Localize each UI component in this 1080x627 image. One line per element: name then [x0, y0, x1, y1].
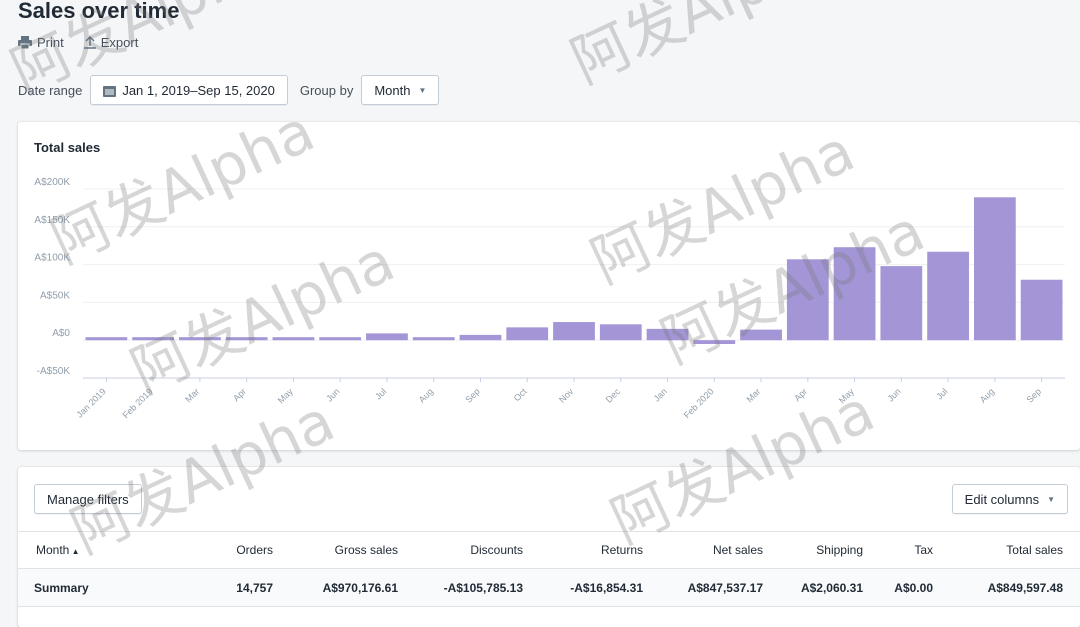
page-title: Sales over time: [18, 0, 180, 23]
x-tick-label: Nov: [557, 386, 576, 405]
sort-ascending-icon: ▲: [69, 547, 80, 556]
edit-columns-button[interactable]: Edit columns ▼: [951, 484, 1068, 514]
column-header-total-sales[interactable]: Total sales: [1006, 543, 1063, 557]
summary-row: Summary 14,757 A$970,176.61 -A$105,785.13 -A…: [18, 569, 1080, 607]
y-tick-label: A$100K: [34, 253, 70, 264]
bar: [833, 247, 876, 341]
date-range-picker[interactable]: Jan 1, 2019–Sep 15, 2020: [90, 75, 288, 105]
bar: [1020, 279, 1063, 341]
watermark: 阿发Alpha: [560, 0, 845, 97]
bar: [740, 329, 782, 341]
table-card: Manage filters Edit columns ▼ Month ▲ Orde…: [18, 467, 1080, 627]
export-button[interactable]: Export: [83, 35, 138, 50]
x-tick-label: Sep: [463, 386, 481, 404]
x-tick-label: Feb 2019: [121, 386, 155, 420]
bar: [599, 324, 642, 341]
x-tick-label: Oct: [512, 386, 529, 403]
x-tick-label: Jul: [934, 386, 949, 401]
sales-bar-chart: A$200K A$150K A$100K A$50K A$0 -A$50K Jan 2019…: [34, 177, 1065, 420]
bar: [179, 337, 221, 341]
chart-title: Total sales: [34, 140, 101, 155]
column-header-net-sales[interactable]: Net sales: [712, 543, 763, 557]
x-tick-label: Jul: [373, 386, 388, 401]
column-header-shipping[interactable]: Shipping: [816, 543, 863, 557]
bar: [693, 340, 736, 344]
x-tick-label: Dec: [604, 386, 623, 405]
caret-down-icon: ▼: [1047, 494, 1055, 504]
x-tick-label: Apr: [231, 386, 248, 403]
y-tick-label: A$200K: [34, 177, 70, 188]
bar: [646, 328, 689, 341]
bar: [412, 337, 455, 341]
bar: [506, 327, 549, 341]
bar: [319, 337, 362, 341]
x-tick-label: Mar: [744, 386, 762, 404]
print-button[interactable]: Print: [18, 35, 64, 50]
bar: [85, 337, 128, 341]
x-tick-label: Jan: [652, 386, 669, 403]
x-tick-label: Aug: [417, 386, 435, 404]
x-tick-label: Jun: [324, 386, 341, 403]
bar: [366, 333, 408, 341]
summary-cell: A$970,176.61: [322, 580, 398, 595]
column-header-gross-sales[interactable]: Gross sales: [334, 543, 398, 557]
export-icon: [83, 36, 96, 49]
group-by-select[interactable]: Month ▼: [361, 75, 440, 105]
table-header-row: Month ▲ Orders Gross sales Discounts Returns…: [18, 531, 1080, 569]
x-tick-label: Aug: [978, 386, 996, 404]
column-header-returns[interactable]: Returns: [600, 543, 643, 557]
chart-card: Total sales A$200K A$150K A$100K A$50K A$0 -A…: [18, 122, 1080, 450]
summary-cell: A$847,537.17: [687, 580, 763, 595]
y-tick-label: -A$50K: [37, 366, 71, 377]
x-tick-label: Apr: [792, 386, 809, 403]
summary-cell: 14,757: [236, 580, 273, 595]
x-tick-label: Feb 2020: [682, 386, 716, 420]
summary-cell: A$0.00: [894, 580, 933, 595]
x-tick-label: Jun: [885, 386, 902, 403]
column-header-discounts[interactable]: Discounts: [470, 543, 523, 557]
group-by-label: Group by: [299, 82, 354, 98]
x-tick-label: May: [837, 386, 856, 405]
bar: [132, 337, 175, 341]
summary-cell: A$2,060.31: [800, 580, 863, 595]
summary-cell: Summary: [34, 580, 89, 595]
bar: [927, 251, 969, 341]
bar: [553, 322, 595, 341]
x-tick-label: Mar: [183, 386, 201, 404]
bar: [973, 197, 1016, 341]
x-tick-label: Sep: [1025, 386, 1043, 404]
summary-cell: -A$105,785.13: [443, 580, 523, 595]
sales-table: Month ▲ Orders Gross sales Discounts Returns…: [18, 531, 1080, 607]
bar: [225, 337, 268, 341]
printer-icon: [18, 36, 32, 49]
column-header-tax[interactable]: Tax: [914, 543, 933, 557]
column-header-month[interactable]: Month ▲: [36, 543, 80, 557]
bar: [459, 334, 502, 341]
caret-down-icon: ▼: [418, 85, 427, 95]
summary-cell: -A$16,854.31: [570, 580, 643, 595]
x-tick-label: Jan 2019: [75, 386, 108, 419]
bar: [272, 337, 315, 341]
x-tick-label: May: [276, 386, 295, 405]
y-tick-label: A$50K: [40, 290, 70, 301]
y-tick-label: A$150K: [34, 215, 70, 226]
date-range-label: Date range: [18, 82, 83, 98]
bar: [786, 259, 829, 341]
manage-filters-button[interactable]: Manage filters: [34, 484, 142, 514]
bar: [880, 266, 923, 341]
calendar-icon: [103, 85, 117, 97]
summary-cell: A$849,597.48: [987, 580, 1063, 595]
column-header-orders[interactable]: Orders: [236, 543, 273, 557]
y-tick-label: A$0: [52, 328, 70, 339]
